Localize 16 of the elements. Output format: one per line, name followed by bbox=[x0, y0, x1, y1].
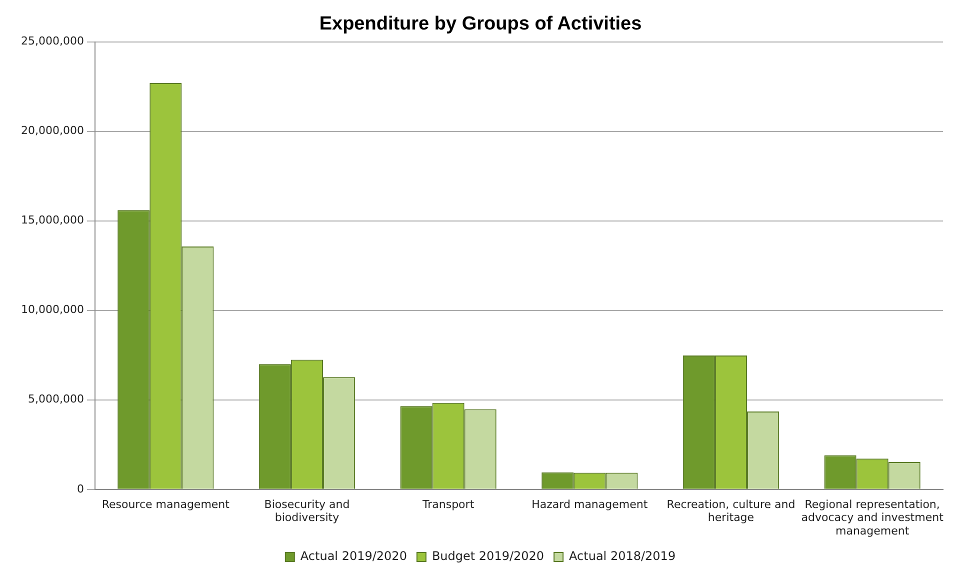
x-tick-label: Hazard management bbox=[532, 498, 648, 511]
legend-label: Actual 2019/2020 bbox=[300, 549, 407, 564]
x-tick-label: Resource management bbox=[102, 498, 230, 511]
x-tick-label: Transport bbox=[422, 498, 475, 511]
x-tick-label: Biosecurity and biodiversity bbox=[264, 498, 350, 524]
y-tick-label: 15,000,000 bbox=[20, 214, 84, 227]
chart-title: Expenditure by Groups of Activities bbox=[319, 14, 642, 35]
y-tick-label: 20,000,000 bbox=[20, 124, 84, 138]
x-tick-label: Regional representation, advocacy and investment management bbox=[801, 498, 944, 538]
y-tick-label: 5,000,000 bbox=[28, 392, 84, 406]
y-tick-label: 25,000,000 bbox=[20, 34, 84, 48]
y-tick-label: 0 bbox=[76, 482, 84, 496]
x-tick-label: Recreation, culture and heritage bbox=[666, 498, 796, 524]
legend-label: Actual 2018/2019 bbox=[569, 549, 676, 564]
legend-label: Budget 2019/2020 bbox=[432, 549, 544, 564]
y-tick-label: 10,000,000 bbox=[20, 303, 84, 316]
